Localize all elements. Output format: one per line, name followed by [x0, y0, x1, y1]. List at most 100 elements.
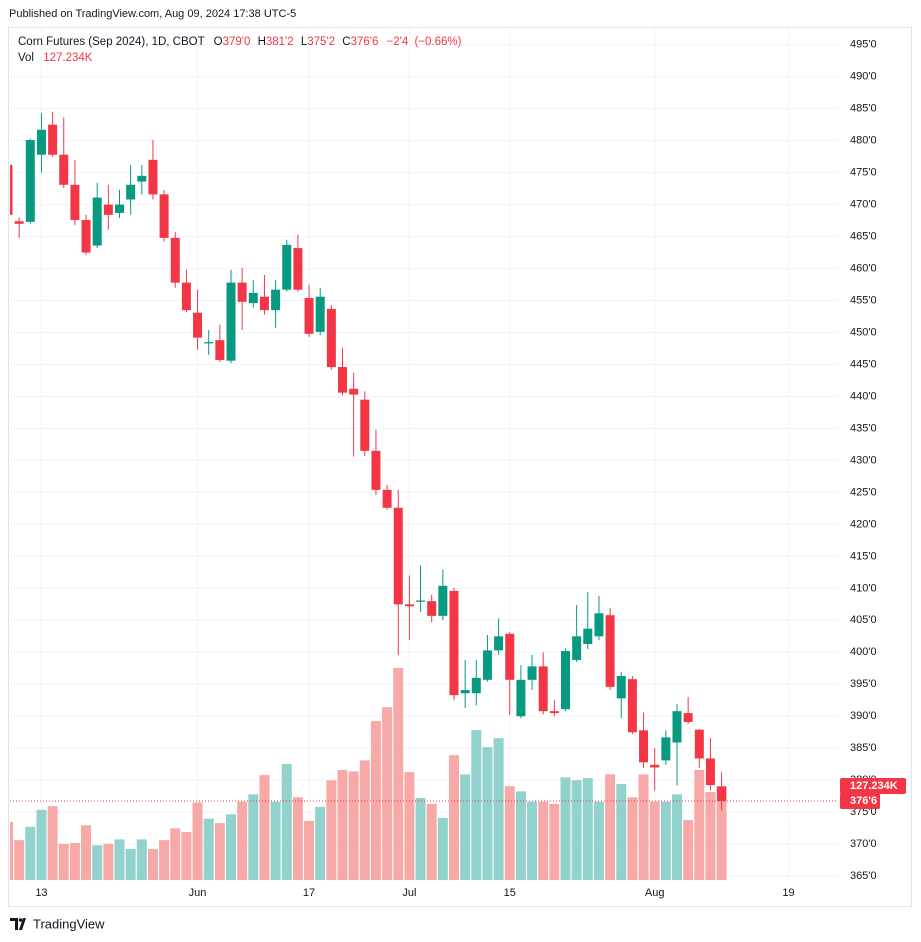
y-tick-label: 475'0: [850, 167, 877, 179]
candle-body: [137, 175, 147, 182]
legend-line: Corn Futures (Sep 2024), 1D, CBOT O379'0…: [18, 36, 462, 48]
x-tick-label: 15: [504, 887, 516, 899]
volume-bar: [493, 738, 504, 880]
volume-bar: [315, 806, 326, 880]
volume-bar: [58, 843, 69, 880]
candle-body: [471, 677, 481, 694]
y-tick-label: 370'0: [850, 838, 877, 850]
plot-area: [10, 111, 838, 880]
candle-body: [694, 729, 704, 759]
volume-bar: [437, 817, 448, 880]
y-tick-label: 425'0: [850, 486, 877, 498]
candle-body: [248, 292, 258, 304]
volume-bar: [649, 801, 660, 880]
volume-bar: [248, 794, 259, 880]
candle-body: [170, 237, 180, 283]
candle-body: [10, 164, 13, 215]
candle-body: [427, 601, 437, 616]
candle-body: [561, 651, 570, 710]
candle-body: [627, 679, 637, 733]
volume-bar: [582, 778, 593, 880]
candle-body: [126, 184, 136, 200]
candle-body: [193, 312, 203, 338]
volume-bar: [605, 774, 616, 880]
y-tick-label: 495'0: [850, 39, 877, 51]
volume-bar: [259, 775, 270, 880]
y-tick-label: 440'0: [850, 390, 877, 402]
candle-body: [282, 244, 292, 290]
published-note: Published on TradingView.com, Aug 09, 20…: [9, 8, 296, 20]
candle-body: [672, 711, 682, 743]
x-tick-label: Jul: [402, 887, 416, 899]
volume-bar: [426, 803, 437, 880]
volume-bar: [226, 814, 236, 880]
candle-body: [449, 590, 459, 696]
volume-bar: [36, 809, 47, 880]
volume-bar: [515, 791, 526, 880]
volume-bar: [214, 823, 225, 880]
y-tick-label: 430'0: [850, 454, 877, 466]
candle-body: [382, 489, 392, 508]
volume-bar: [14, 840, 25, 880]
volume-bar: [660, 801, 671, 880]
volume-bar: [270, 801, 281, 880]
candle-body: [683, 713, 693, 723]
volume-bar: [69, 843, 80, 880]
candle-body: [404, 604, 414, 607]
volume-bar: [103, 843, 114, 880]
volume-bar: [10, 822, 13, 880]
volume-bar: [482, 747, 493, 880]
volume-legend: Vol 127.234K: [18, 52, 93, 64]
volume-bar: [292, 797, 303, 880]
legend-key: Vol: [18, 52, 34, 64]
volume-bar: [571, 780, 582, 880]
footer-text: TradingView: [33, 916, 105, 931]
y-tick-label: 435'0: [850, 422, 877, 434]
candle-body: [204, 342, 214, 344]
footer-logo: TradingView: [10, 916, 105, 931]
y-tick-label: 390'0: [850, 710, 877, 722]
volume-bar: [504, 786, 515, 880]
candle-body: [48, 124, 58, 155]
legend-change-pct: (−0.66%): [414, 36, 461, 48]
candle-body: [237, 282, 247, 302]
chart-frame: [8, 27, 912, 907]
y-tick-label: 400'0: [850, 646, 877, 658]
candle-body: [360, 399, 370, 451]
legend-value: 381'2: [266, 36, 294, 48]
volume-bar: [125, 848, 136, 880]
volume-bar: [159, 840, 170, 880]
volume-bar: [181, 831, 192, 880]
y-tick-label: 455'0: [850, 294, 877, 306]
volume-bar: [237, 801, 248, 880]
candle-body: [605, 615, 615, 687]
candle-body: [226, 282, 236, 361]
legend-change: −2'4: [387, 36, 409, 48]
volume-bar: [460, 774, 471, 880]
candle-body: [349, 388, 359, 395]
candle-body: [460, 690, 470, 694]
legend-key: L: [301, 36, 308, 48]
volume-bar: [638, 774, 649, 880]
candle-body: [717, 786, 727, 802]
volume-bar: [81, 825, 92, 880]
candle-body: [371, 450, 381, 490]
legend-key: C: [342, 36, 350, 48]
volume-bar: [203, 818, 214, 880]
y-tick-label: 470'0: [850, 199, 877, 211]
y-tick-label: 480'0: [850, 135, 877, 147]
volume-bar: [147, 848, 158, 880]
candle-body: [271, 289, 281, 311]
candle-body: [259, 296, 269, 311]
y-tick-label: 410'0: [850, 582, 877, 594]
candle-body: [416, 600, 426, 602]
candle-body: [25, 140, 35, 222]
candle-body: [639, 730, 649, 763]
candle-body: [326, 308, 336, 368]
legend-value: 127.234K: [43, 52, 93, 64]
legend-value: 376'6: [351, 36, 379, 48]
volume-bar: [593, 801, 604, 880]
y-tick-label: 465'0: [850, 230, 877, 242]
candle-body: [393, 507, 403, 605]
candle-body: [36, 129, 46, 155]
